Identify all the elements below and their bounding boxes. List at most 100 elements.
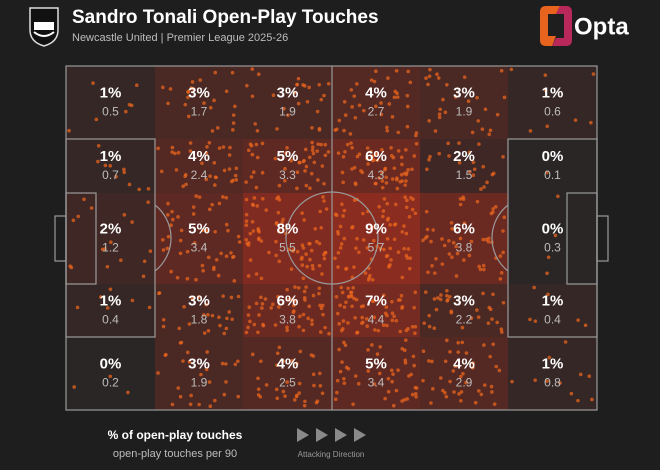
touch-dot bbox=[205, 145, 209, 149]
touch-dot bbox=[179, 340, 184, 345]
touch-dot bbox=[479, 392, 484, 397]
touch-dot bbox=[148, 249, 153, 253]
touch-dot bbox=[391, 372, 395, 376]
touch-dot bbox=[327, 331, 331, 336]
touch-dot bbox=[141, 274, 146, 279]
touch-dot bbox=[339, 285, 344, 290]
touch-dot bbox=[200, 161, 204, 166]
touch-dot bbox=[290, 359, 294, 363]
touch-dot bbox=[350, 105, 354, 109]
touch-dot bbox=[202, 101, 206, 105]
touch-dot bbox=[114, 174, 118, 179]
touch-dot bbox=[464, 351, 469, 355]
touch-dot bbox=[256, 228, 261, 233]
touch-dot bbox=[194, 277, 198, 282]
touch-dot bbox=[350, 304, 354, 309]
touch-dot bbox=[502, 95, 507, 100]
subtitle: Newcastle United | Premier League 2025-2… bbox=[72, 32, 288, 44]
touch-dot bbox=[403, 195, 407, 200]
touch-dot bbox=[191, 212, 196, 216]
touch-dot bbox=[213, 175, 218, 180]
touch-dot bbox=[383, 396, 387, 401]
touch-dot bbox=[259, 359, 263, 364]
touch-dot bbox=[281, 389, 286, 394]
touch-dot bbox=[396, 368, 400, 372]
touch-dot bbox=[190, 297, 195, 301]
touch-dot bbox=[414, 133, 418, 138]
touch-dot bbox=[295, 170, 300, 175]
touch-dot bbox=[510, 379, 514, 384]
touch-dot bbox=[368, 273, 372, 278]
touch-dot bbox=[130, 220, 134, 224]
touch-dot bbox=[439, 293, 443, 297]
zone-per90: 2.2 bbox=[456, 313, 473, 327]
touch-dot bbox=[342, 381, 347, 385]
touch-dot bbox=[82, 197, 86, 202]
touch-dot bbox=[444, 394, 449, 399]
zone-percent: 1% bbox=[542, 84, 564, 101]
touch-dot bbox=[450, 255, 454, 260]
touch-dot bbox=[483, 107, 488, 112]
touch-dot bbox=[410, 167, 414, 172]
touch-dot bbox=[289, 158, 294, 163]
touch-dot bbox=[384, 305, 389, 309]
touch-dot bbox=[296, 76, 301, 81]
touch-dot bbox=[430, 263, 434, 268]
touch-dot bbox=[302, 403, 307, 408]
touch-dot bbox=[310, 148, 315, 153]
touch-dot bbox=[249, 143, 254, 148]
touch-dot bbox=[236, 394, 241, 399]
touch-dot bbox=[338, 224, 343, 229]
zone-percent: 1% bbox=[100, 148, 122, 165]
touch-dot bbox=[441, 97, 445, 102]
touch-dot bbox=[225, 316, 229, 321]
touch-dot bbox=[224, 362, 228, 366]
touch-dot bbox=[127, 182, 132, 187]
touch-dot bbox=[395, 177, 399, 182]
touch-dot bbox=[217, 201, 222, 206]
touch-dot bbox=[543, 88, 548, 92]
touch-dot bbox=[501, 300, 506, 305]
touch-dot bbox=[350, 225, 355, 229]
zone-per90: 3.4 bbox=[368, 376, 385, 390]
touch-dot bbox=[495, 112, 500, 117]
touch-dot bbox=[411, 354, 416, 359]
touch-dot bbox=[269, 306, 273, 310]
touch-dot bbox=[322, 256, 327, 261]
touch-dot bbox=[307, 155, 312, 160]
touch-dot bbox=[461, 197, 466, 201]
touch-dot bbox=[254, 272, 259, 276]
touch-dot bbox=[431, 228, 436, 232]
touch-dot bbox=[372, 299, 376, 303]
zone-per90: 5.7 bbox=[368, 241, 385, 255]
touch-dot bbox=[259, 276, 264, 281]
touch-dot bbox=[462, 221, 467, 225]
touch-dot bbox=[349, 294, 354, 299]
touch-dot bbox=[342, 208, 347, 213]
touch-dot bbox=[486, 321, 491, 325]
touch-dot bbox=[304, 285, 308, 289]
touch-dot bbox=[405, 124, 410, 129]
touch-dot bbox=[589, 120, 593, 125]
zone bbox=[508, 193, 597, 284]
touch-dot bbox=[457, 392, 461, 396]
touch-dot bbox=[472, 167, 477, 172]
touch-dot bbox=[471, 361, 475, 365]
touch-dot bbox=[423, 290, 428, 294]
touch-dot bbox=[475, 95, 479, 100]
touch-dot bbox=[502, 215, 507, 220]
touch-dot bbox=[353, 374, 358, 378]
touch-dot bbox=[366, 348, 370, 352]
touch-dot bbox=[488, 128, 493, 133]
touch-dot bbox=[481, 291, 485, 296]
touch-dot bbox=[323, 153, 328, 158]
touch-dot bbox=[447, 154, 451, 158]
touch-dot bbox=[122, 170, 127, 175]
touch-dot bbox=[349, 141, 353, 145]
touch-dot bbox=[404, 179, 408, 183]
touch-dot bbox=[94, 117, 99, 122]
touch-dot bbox=[335, 378, 340, 383]
touch-dot bbox=[130, 298, 135, 303]
touch-dot bbox=[169, 269, 173, 274]
touch-dot bbox=[372, 79, 377, 84]
